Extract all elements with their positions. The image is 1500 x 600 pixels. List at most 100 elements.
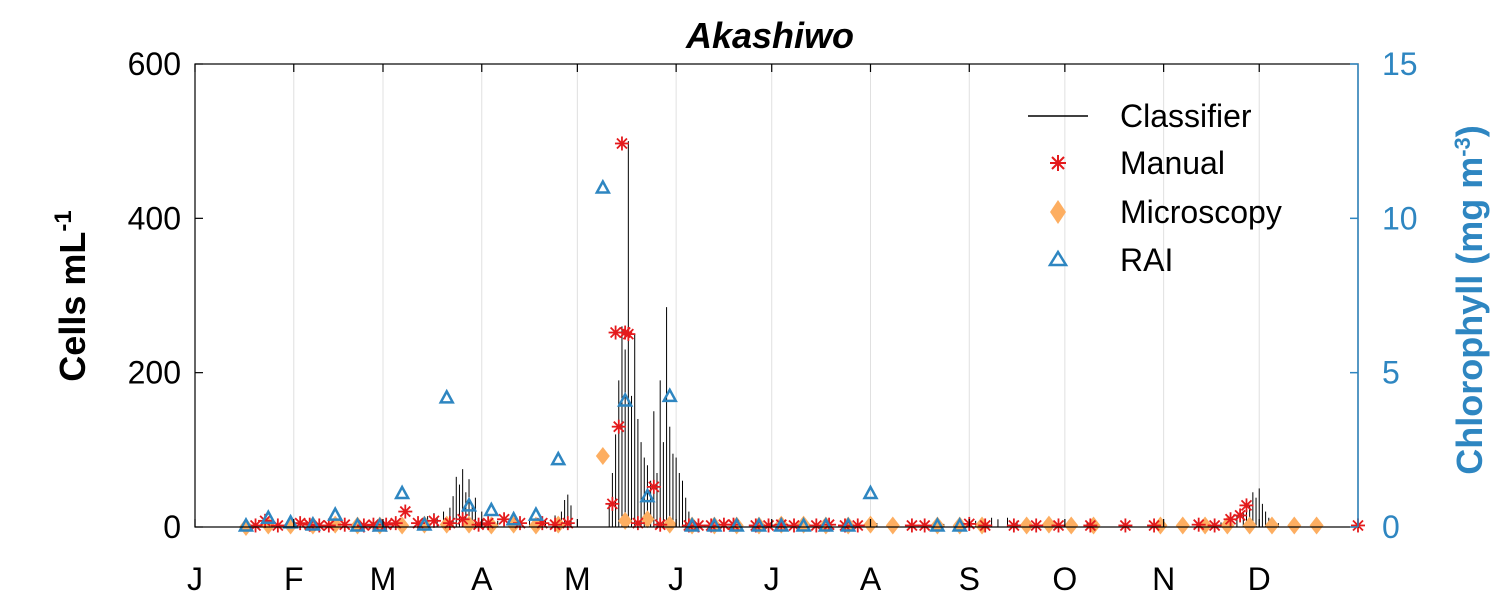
rai-point	[260, 509, 277, 524]
rai-point	[438, 388, 455, 404]
rai-point	[327, 506, 344, 521]
x-tick-label: S	[959, 561, 980, 597]
rai-point	[349, 516, 366, 532]
manual-point	[270, 518, 285, 533]
microscopy-point	[1019, 516, 1034, 535]
manual-point	[691, 518, 706, 533]
left-y-tick-label: 600	[128, 46, 181, 82]
x-tick-label: J	[668, 561, 684, 597]
x-tick-label: D	[1248, 561, 1271, 597]
legend-rai-label: RAI	[1120, 242, 1173, 278]
manual-point	[1006, 518, 1021, 533]
rai-point	[505, 510, 522, 526]
manual-point	[481, 516, 496, 531]
right-y-tick-label: 5	[1382, 355, 1400, 391]
microscopy-point	[1309, 516, 1324, 535]
manual-point	[630, 516, 645, 531]
legend-microscopy-label: Microscopy	[1120, 194, 1282, 230]
right-y-tick-label: 10	[1382, 200, 1418, 236]
rai-point	[661, 387, 678, 403]
x-tick-label: M	[564, 561, 591, 597]
right-y-ticks: 0 5 10 15	[1350, 46, 1418, 545]
rai-point	[706, 516, 723, 532]
left-axis-title-main: Cells mL	[52, 232, 93, 382]
rai-point	[728, 516, 745, 532]
right-axis-title-sup: -3	[1450, 137, 1475, 157]
manual-point	[904, 518, 919, 533]
legend-microscopy-swatch	[1050, 200, 1066, 224]
rai-point	[639, 487, 656, 503]
rai-point	[951, 516, 968, 532]
manual-point	[653, 517, 668, 532]
microscopy-point	[662, 515, 677, 534]
manual-point	[426, 513, 441, 528]
rai-point	[304, 515, 321, 531]
rai-point	[527, 506, 545, 521]
manual-point	[471, 517, 486, 532]
microscopy-point	[885, 516, 900, 535]
x-tick-label: N	[1152, 561, 1175, 597]
rai-point	[550, 450, 567, 466]
manual-point	[560, 516, 575, 531]
manual-point	[1118, 518, 1133, 533]
legend-rai-swatch	[1047, 249, 1069, 267]
manual-point	[605, 496, 620, 511]
legend-manual-swatch	[1050, 155, 1066, 171]
chart-title: Akashiwo	[685, 15, 854, 56]
rai-point	[929, 516, 946, 532]
manual-point	[1051, 518, 1066, 533]
microscopy-point	[1064, 516, 1079, 535]
manual-point	[1083, 518, 1098, 533]
manual-point	[646, 479, 661, 494]
right-axis-title-close: )	[1449, 125, 1490, 137]
right-axis-title: Chlorophyll (mg m-3)	[1449, 125, 1490, 475]
x-tick-label: M	[370, 561, 397, 597]
rai-point	[617, 391, 634, 407]
x-tick-label: O	[1052, 561, 1077, 597]
legend: Classifier Manual Microscopy RAI	[1028, 98, 1282, 278]
manual-point	[1191, 517, 1206, 532]
manual-point	[1147, 518, 1162, 533]
x-tick-label: J	[187, 561, 203, 597]
rai-point	[394, 484, 411, 500]
manual-point	[337, 517, 352, 532]
right-y-tick-label: 0	[1382, 509, 1400, 545]
legend-classifier-label: Classifier	[1120, 98, 1252, 134]
manual-point	[1233, 508, 1248, 523]
manual-point	[809, 518, 824, 533]
manual-point	[917, 518, 932, 533]
x-tick-label: F	[284, 561, 304, 597]
rai-point	[416, 515, 433, 531]
manual-point	[1207, 518, 1222, 533]
manual-point	[614, 136, 629, 151]
microscopy-point	[462, 515, 477, 534]
manual-point	[621, 327, 636, 342]
rai-point	[862, 484, 879, 500]
manual-point	[611, 419, 626, 434]
microscopy-point	[796, 515, 811, 534]
rai-point	[460, 496, 478, 512]
left-y-tick-label: 400	[128, 200, 181, 236]
manual-point	[1029, 518, 1044, 533]
microscopy-point	[1242, 516, 1257, 535]
left-y-tick-label: 0	[163, 509, 181, 545]
microscopy-point	[1175, 516, 1190, 535]
manual-point	[1239, 498, 1254, 513]
microscopy-point	[595, 447, 610, 466]
manual-point	[388, 516, 403, 531]
manual-point	[455, 512, 470, 527]
grid	[293, 64, 1260, 527]
microscopy-point	[1041, 515, 1056, 534]
left-axis-title-sup: -1	[50, 210, 77, 231]
manual-point	[978, 518, 993, 533]
microscopy-point	[618, 511, 633, 530]
microscopy-point	[1287, 516, 1302, 535]
x-tick-label: J	[764, 561, 780, 597]
x-tick-label: A	[860, 561, 882, 597]
manual-point	[850, 518, 865, 533]
rai-point	[840, 516, 857, 532]
microscopy-point	[1264, 516, 1279, 535]
rai-point	[594, 178, 611, 194]
